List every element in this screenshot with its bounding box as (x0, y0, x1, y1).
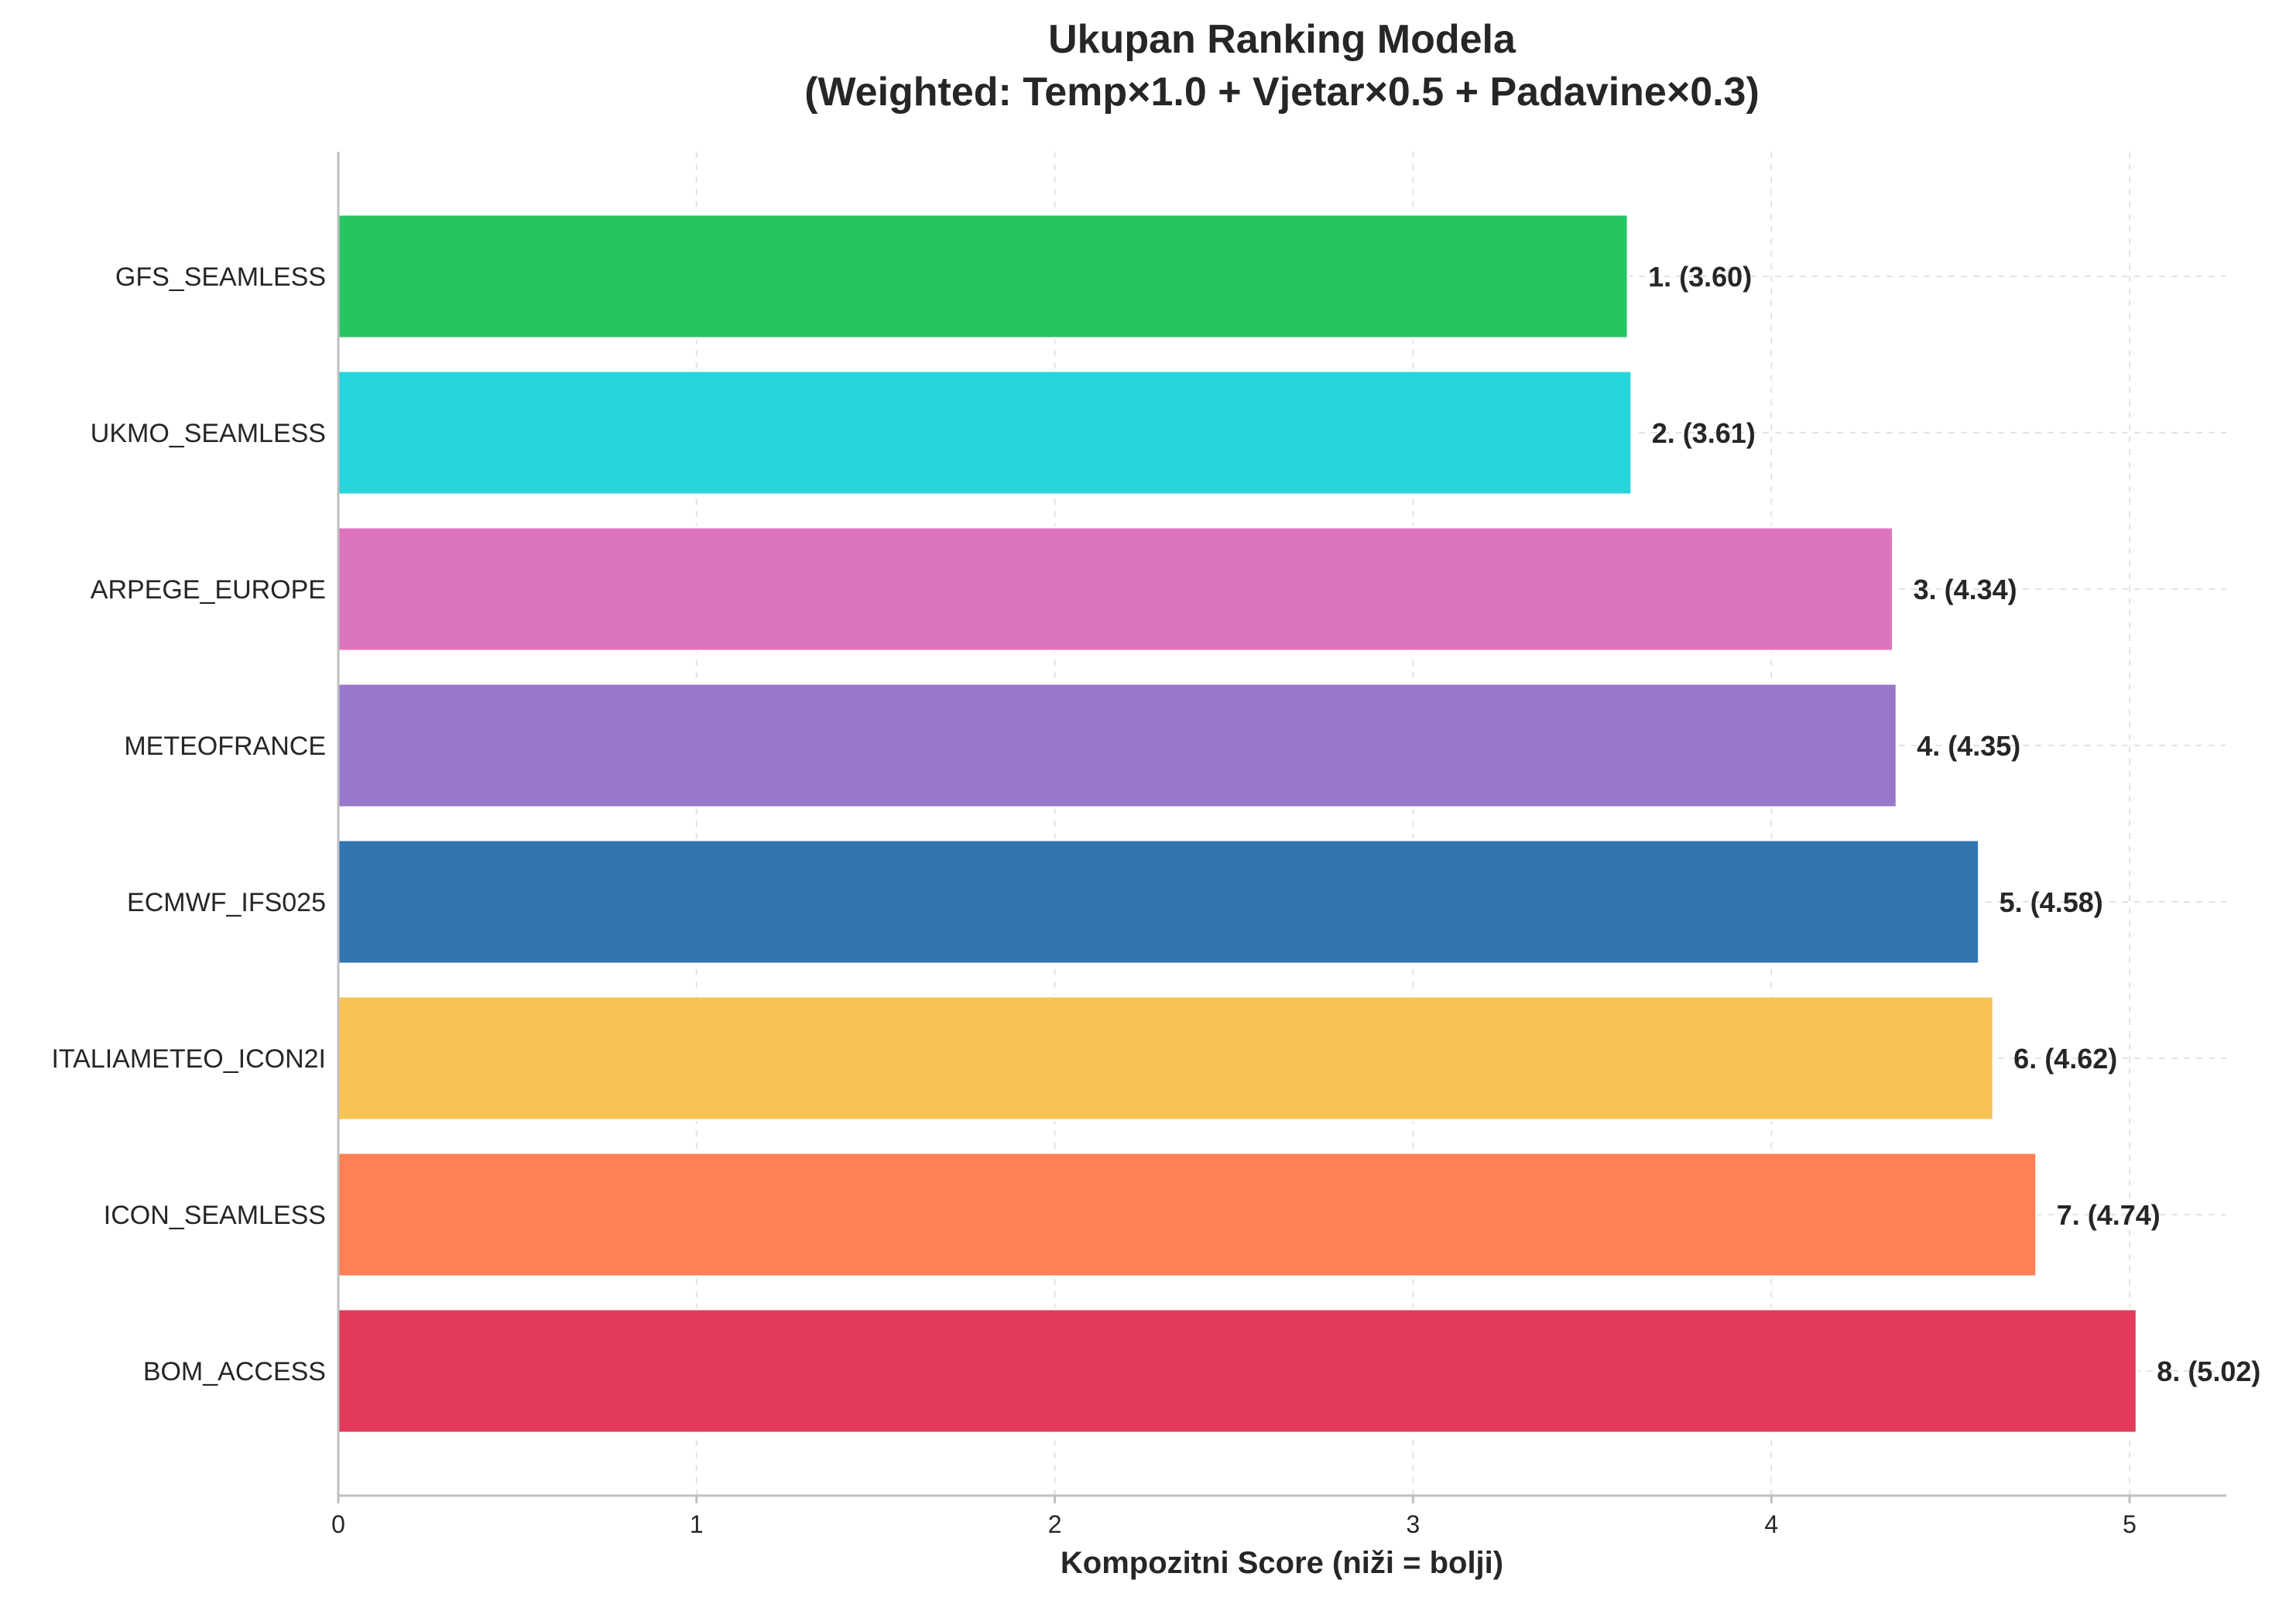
bar-ecmwf_ifs025 (337, 838, 1981, 965)
bar-arpege_europe (337, 526, 1895, 653)
x-tick-label: 2 (1048, 1510, 1062, 1538)
bar-gfs_seamless (337, 213, 1629, 340)
value-label: 7. (4.74) (2057, 1199, 2161, 1231)
x-tick-label: 3 (1407, 1510, 1420, 1538)
value-label: 3. (4.34) (1914, 574, 2017, 605)
y-tick-label: ITALIAMETEO_ICON2I (51, 1044, 326, 1074)
axes (337, 152, 2226, 1503)
value-label: 6. (4.62) (2013, 1043, 2117, 1074)
grid-lines (338, 152, 2226, 1496)
y-tick-label: UKMO_SEAMLESS (91, 419, 326, 448)
value-label: 8. (5.02) (2157, 1356, 2260, 1387)
bar-ukmo_seamless (337, 369, 1633, 496)
bars (337, 213, 2138, 1434)
x-tick-label: 0 (331, 1510, 345, 1538)
value-label: 4. (4.35) (1917, 730, 2020, 762)
y-tick-label: ARPEGE_EUROPE (91, 575, 326, 605)
bar-meteofrance (337, 682, 1898, 809)
chart-title-line2: (Weighted: Temp×1.0 + Vjetar×0.5 + Padav… (804, 70, 1760, 115)
bar-italiameteo_icon2i (337, 995, 1995, 1122)
value-label: 2. (3.61) (1652, 417, 1756, 449)
bar-icon_seamless (337, 1151, 2038, 1278)
value-label: 5. (4.58) (2000, 886, 2103, 918)
y-tick-label: BOM_ACCESS (143, 1357, 326, 1386)
x-tick-label: 1 (690, 1510, 704, 1538)
bar-bom_access (337, 1308, 2138, 1434)
x-tick-label: 5 (2123, 1510, 2137, 1538)
chart-title-line1: Ukupan Ranking Modela (1048, 17, 1516, 62)
x-tick-label: 4 (1764, 1510, 1778, 1538)
y-tick-label: ECMWF_IFS025 (127, 888, 326, 917)
x-axis-title: Kompozitni Score (niži = bolji) (1061, 1546, 1503, 1580)
value-label: 1. (3.60) (1648, 261, 1752, 293)
y-tick-label: METEOFRANCE (124, 732, 326, 761)
y-tick-label: ICON_SEAMLESS (104, 1201, 326, 1230)
y-tick-label: GFS_SEAMLESS (115, 262, 326, 292)
labels: GFS_SEAMLESS 1. (3.60) UKMO_SEAMLESS 2. (3.… (51, 261, 2260, 1538)
